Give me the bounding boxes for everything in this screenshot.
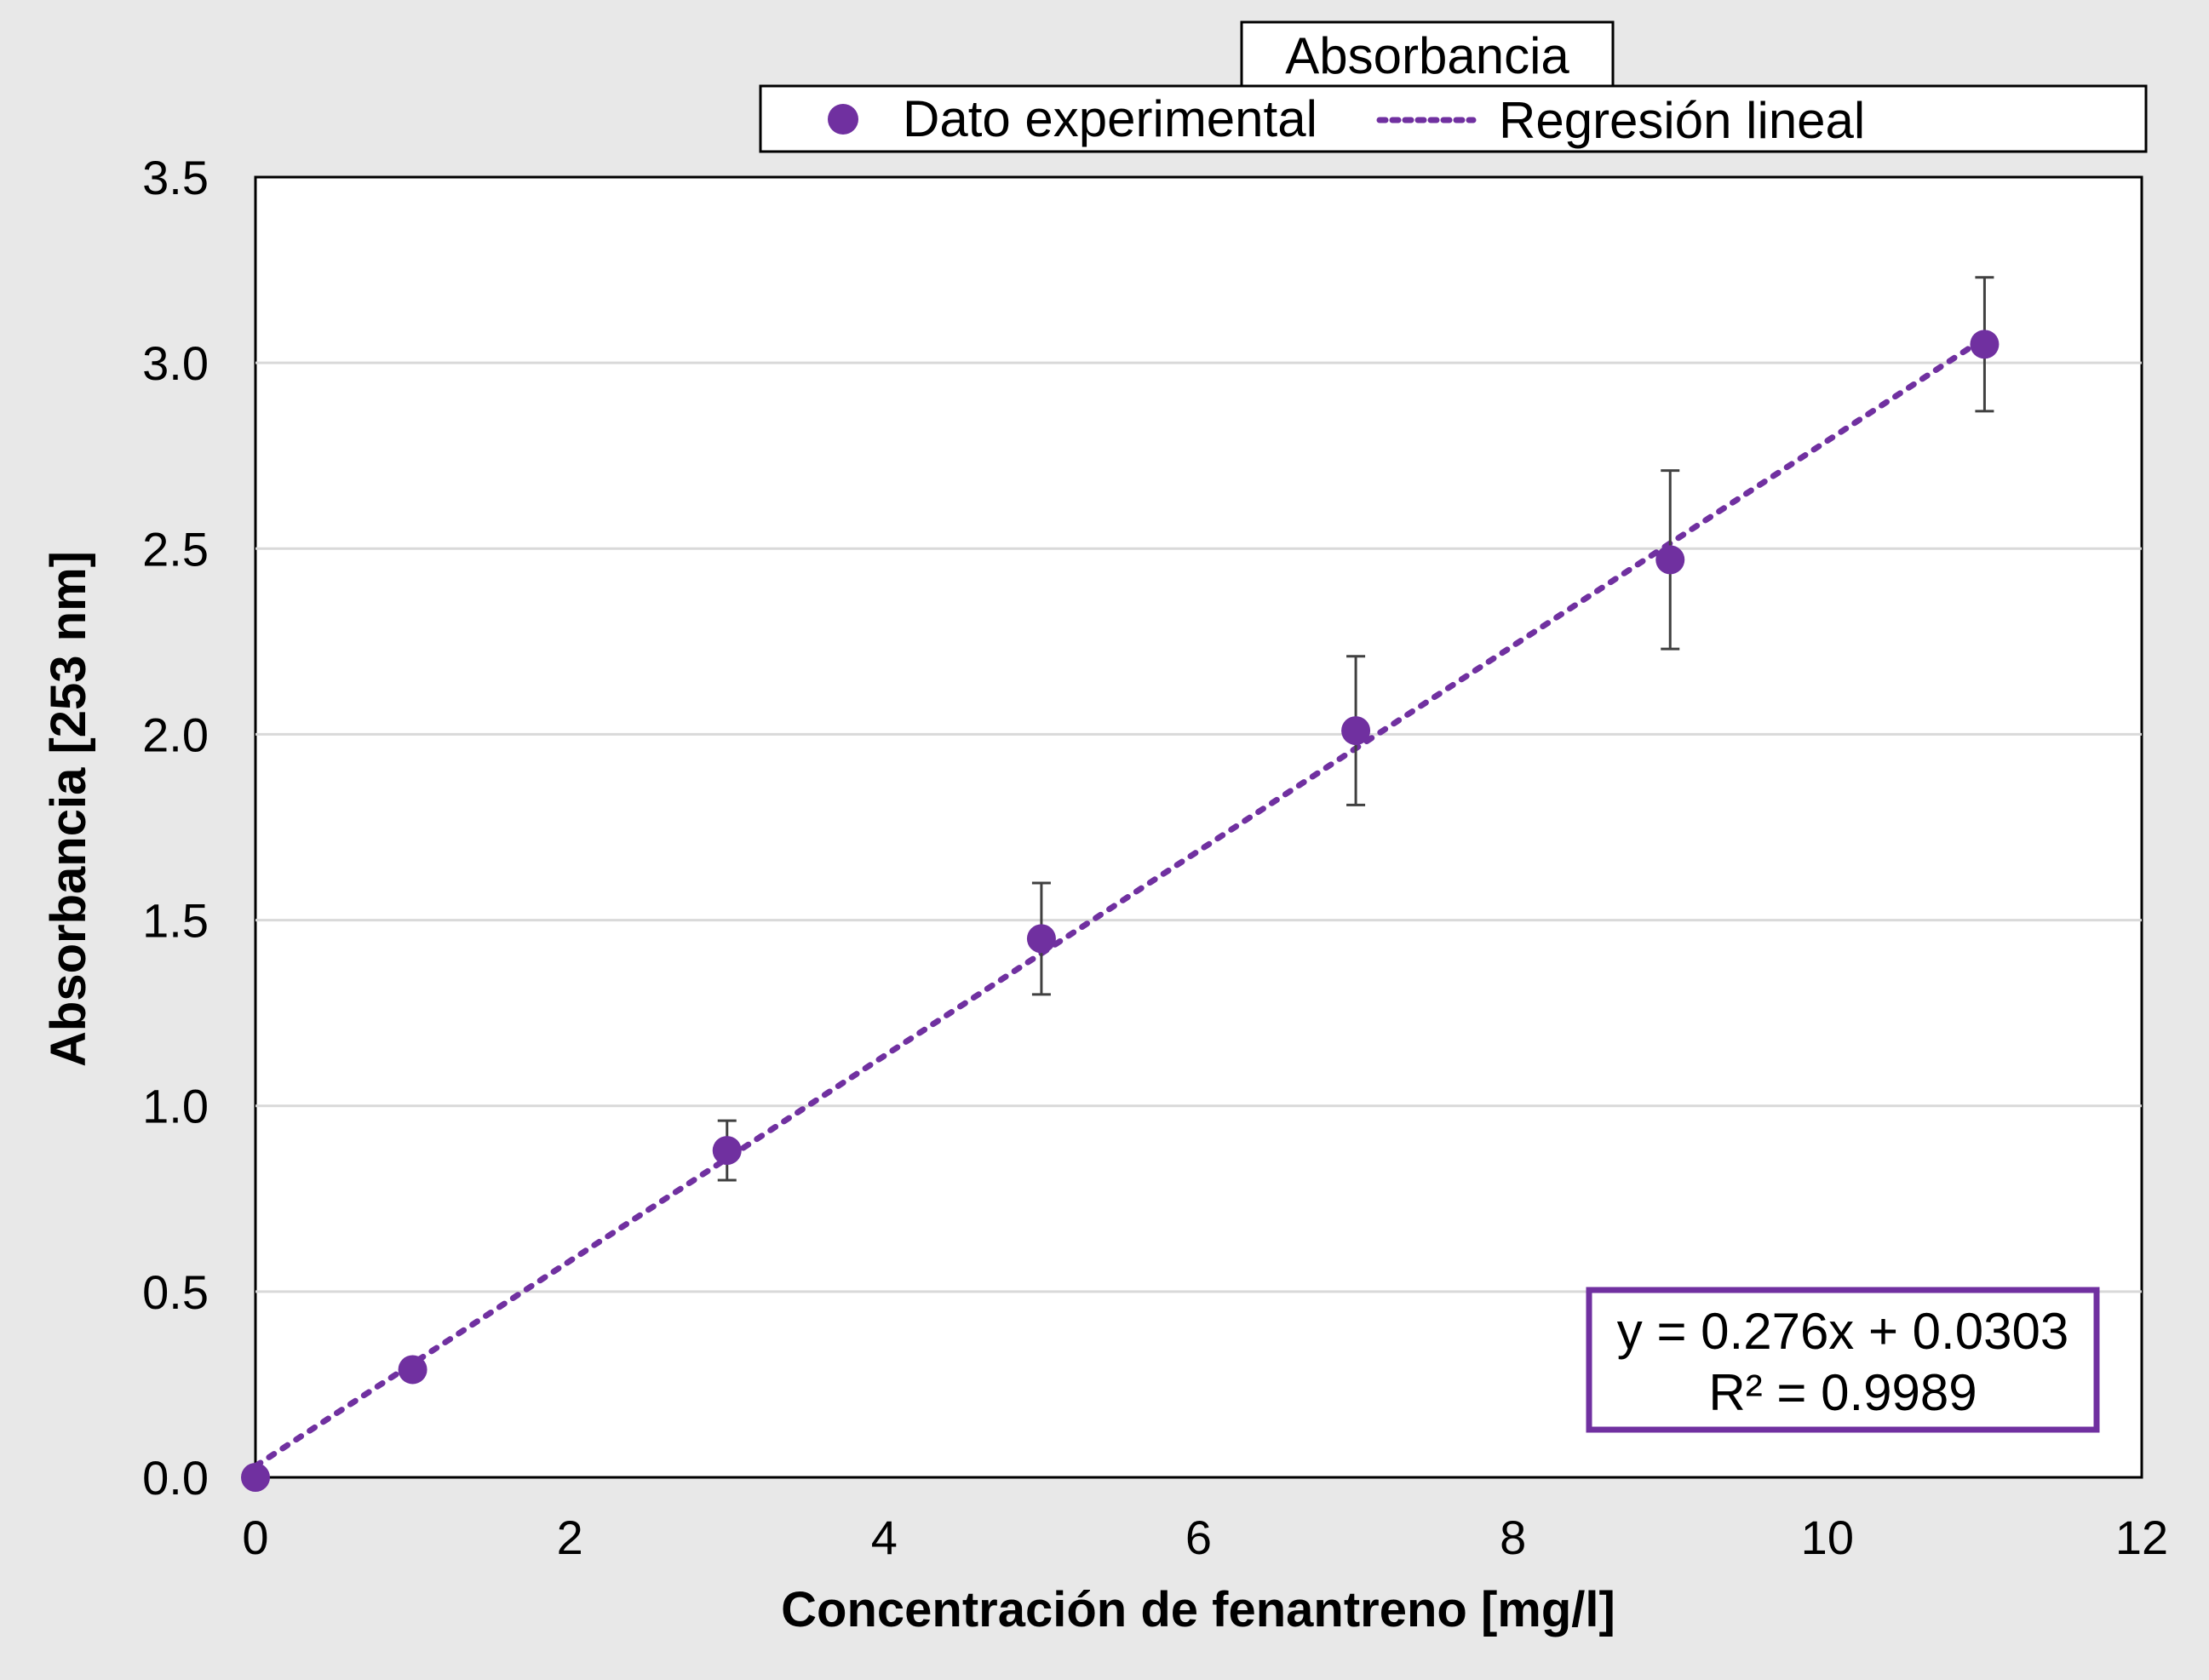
legend-label-dato-experimental: Dato experimental (903, 90, 1317, 147)
trendline-layer (252, 335, 1988, 1470)
legend-label-regresion-lineal: Regresión lineal (1499, 92, 1865, 149)
x-tick-label: 4 (871, 1511, 898, 1564)
y-tick-label: 0.5 (142, 1265, 209, 1319)
chart-title: Absorbancia (1285, 27, 1569, 84)
data-points (241, 330, 2000, 1492)
gridlines (255, 361, 2142, 1293)
data-point[interactable] (241, 1463, 270, 1492)
y-tick-label: 2.0 (142, 708, 209, 761)
x-tick-label: 2 (557, 1511, 583, 1564)
y-tick-label: 0.0 (142, 1451, 209, 1505)
data-point[interactable] (1655, 545, 1685, 575)
y-tick-label: 3.5 (142, 151, 209, 204)
data-point[interactable] (712, 1136, 742, 1166)
title-box (1240, 20, 1615, 90)
r-squared: R² = 0.9989 (1708, 1364, 1977, 1421)
y-tick-label: 1.0 (142, 1080, 209, 1133)
y-axis-title: Absorbancia [253 nm] (41, 551, 96, 1067)
data-point[interactable] (398, 1355, 427, 1385)
x-axis-title: Concentración de fenantreno [mg/l] (781, 1582, 1615, 1637)
data-point[interactable] (1341, 716, 1371, 746)
equation-box (1586, 1287, 2100, 1433)
x-axis-ticks: 0 2 4 6 8 10 12 (242, 1511, 2168, 1564)
legend-marker-dato-experimental (828, 104, 858, 135)
x-tick-label: 10 (1801, 1511, 1854, 1564)
y-tick-label: 3.0 (142, 336, 209, 390)
x-tick-label: 12 (2115, 1511, 2168, 1564)
x-tick-label: 8 (1500, 1511, 1526, 1564)
data-point[interactable] (1026, 924, 1056, 954)
x-tick-label: 6 (1185, 1511, 1212, 1564)
data-point[interactable] (1970, 330, 2000, 359)
regression-line (252, 335, 1988, 1470)
x-tick-label: 0 (242, 1511, 268, 1564)
regression-equation: y = 0.276x + 0.0303 (1617, 1303, 2068, 1360)
y-tick-label: 1.5 (142, 894, 209, 948)
y-axis-ticks: 0.0 0.5 1.0 1.5 2.0 2.5 3.0 3.5 (142, 151, 209, 1505)
y-tick-label: 2.5 (142, 522, 209, 576)
legend-box[interactable] (759, 84, 2148, 153)
